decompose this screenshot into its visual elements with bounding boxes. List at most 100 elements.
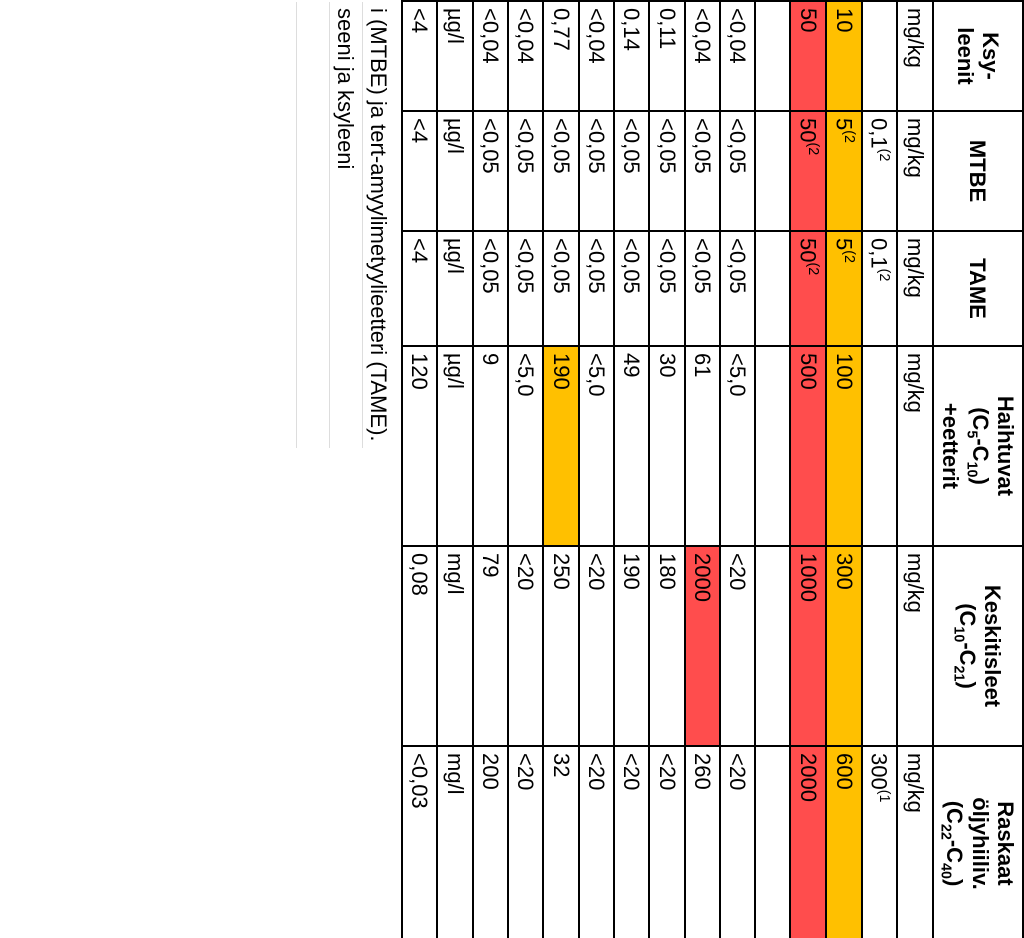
cell-keski bbox=[755, 546, 790, 746]
soil-row-2: 0,11<0,05<0,0530180<20 bbox=[649, 1, 684, 938]
cell-ksy: mg/kg bbox=[897, 1, 932, 111]
column-header-rask: Raskaatöljyhiiliv.(C22-C40) bbox=[933, 746, 1023, 938]
cell-ksy: 0,14 bbox=[614, 1, 649, 111]
threshold-row-alempi: 105(25(2100300600 bbox=[826, 1, 862, 938]
cell-rask: 2000 bbox=[790, 746, 826, 938]
cell-mtbe: <0,05 bbox=[579, 111, 614, 231]
cell-ksy: <0,04 bbox=[473, 1, 508, 111]
cell-haih: 61 bbox=[685, 346, 720, 546]
column-header-tame: TAME bbox=[933, 231, 1023, 346]
cell-haih: 9 bbox=[473, 346, 508, 546]
cell-keski: <20 bbox=[720, 546, 755, 746]
cell-rask: mg/kg bbox=[897, 746, 932, 938]
cell-tame: <0,05 bbox=[685, 231, 720, 346]
cell-tame bbox=[755, 231, 790, 346]
cell-tame: <0,05 bbox=[473, 231, 508, 346]
cell-tame: <0,05 bbox=[508, 231, 543, 346]
cell-haih: µg/l bbox=[437, 346, 472, 546]
cell-keski: <20 bbox=[508, 546, 543, 746]
cell-ksy: <4 bbox=[402, 1, 437, 111]
cell-tame: <0,05 bbox=[614, 231, 649, 346]
soil-row-5: 0,77<0,05<0,0519025032 bbox=[543, 1, 578, 938]
cell-rask: 200 bbox=[473, 746, 508, 938]
footnote-2: seeni ja ksyleeni bbox=[329, 2, 360, 448]
cell-mtbe: <0,05 bbox=[614, 111, 649, 231]
cell-haih bbox=[755, 346, 790, 546]
cell-haih: 500 bbox=[790, 346, 826, 546]
cell-ksy: 10 bbox=[826, 1, 862, 111]
cell-keski: mg/l bbox=[437, 546, 472, 746]
column-header-mtbe: MTBE bbox=[933, 111, 1023, 231]
cell-keski: 2000 bbox=[685, 546, 720, 746]
soil-row-0: <0,04<0,05<0,05<5,0<20<20 bbox=[720, 1, 755, 938]
soil-row-7: <0,04<0,05<0,05979200 bbox=[473, 1, 508, 938]
data-table: Ksy-leenitMTBETAMEHaihtuvat(C5-C10)+eett… bbox=[401, 0, 1024, 938]
cell-tame: <4 bbox=[402, 231, 437, 346]
cell-ksy: <0,04 bbox=[720, 1, 755, 111]
cell-tame: <0,05 bbox=[649, 231, 684, 346]
cell-ksy: <0,04 bbox=[579, 1, 614, 111]
cell-rask bbox=[755, 746, 790, 938]
cell-haih: <5,0 bbox=[508, 346, 543, 546]
cell-tame: 0,1(2 bbox=[862, 231, 898, 346]
cell-rask: mg/l bbox=[437, 746, 472, 938]
cell-rask: 32 bbox=[543, 746, 578, 938]
cell-haih: 190 bbox=[543, 346, 578, 546]
cell-keski: 79 bbox=[473, 546, 508, 746]
cell-mtbe: <0,05 bbox=[720, 111, 755, 231]
cell-haih: 120 bbox=[402, 346, 437, 546]
cell-ksy bbox=[755, 1, 790, 111]
cell-rask: <20 bbox=[614, 746, 649, 938]
cell-mtbe: <0,05 bbox=[473, 111, 508, 231]
cell-rask: 300(1 bbox=[862, 746, 898, 938]
cell-rask: <0,03 bbox=[402, 746, 437, 938]
threshold-row-kynnys: 0,1(20,1(2 300(1 bbox=[862, 1, 898, 938]
cell-rask: 600 bbox=[826, 746, 862, 938]
cell-ksy bbox=[862, 1, 898, 111]
cell-mtbe: <0,05 bbox=[649, 111, 684, 231]
cell-ksy: <0,04 bbox=[508, 1, 543, 111]
cell-rask: <20 bbox=[649, 746, 684, 938]
cell-haih: mg/kg bbox=[897, 346, 932, 546]
threshold-row-ylempi: 5050(250(250010002000 bbox=[790, 1, 826, 938]
cell-rask: 260 bbox=[685, 746, 720, 938]
soil-row-6: <0,04<0,05<0,05<5,0<20<20 bbox=[508, 1, 543, 938]
cell-mtbe: 0,1(2 bbox=[862, 111, 898, 231]
unit-row-water: µg/lµg/lµg/lµg/lmg/lmg/l bbox=[437, 1, 472, 938]
cell-mtbe: <0,05 bbox=[543, 111, 578, 231]
cell-tame: 50(2 bbox=[790, 231, 826, 346]
cell-keski: 1000 bbox=[790, 546, 826, 746]
cell-keski: mg/kg bbox=[897, 546, 932, 746]
cell-mtbe: 5(2 bbox=[826, 111, 862, 231]
cell-mtbe: <0,05 bbox=[685, 111, 720, 231]
cell-ksy: µg/l bbox=[437, 1, 472, 111]
cell-keski: 300 bbox=[826, 546, 862, 746]
cell-keski: 0,08 bbox=[402, 546, 437, 746]
cell-keski: <20 bbox=[579, 546, 614, 746]
cell-keski: 190 bbox=[614, 546, 649, 746]
footnotes: i (MTBE) ja tert-amyylimetyylieetteri (T… bbox=[294, 0, 395, 450]
cell-mtbe: 50(2 bbox=[790, 111, 826, 231]
cell-rask: <20 bbox=[720, 746, 755, 938]
cell-ksy: <0,04 bbox=[685, 1, 720, 111]
cell-tame: <0,05 bbox=[720, 231, 755, 346]
cell-mtbe: <4 bbox=[402, 111, 437, 231]
cell-tame: <0,05 bbox=[543, 231, 578, 346]
cell-keski: 180 bbox=[649, 546, 684, 746]
column-header-haih: Haihtuvat(C5-C10)+eetterit bbox=[933, 346, 1023, 546]
cell-ksy: 50 bbox=[790, 1, 826, 111]
cell-rask: <20 bbox=[579, 746, 614, 938]
cell-haih: <5,0 bbox=[720, 346, 755, 546]
soil-row-3: 0,14<0,05<0,0549190<20 bbox=[614, 1, 649, 938]
cell-mtbe bbox=[755, 111, 790, 231]
cell-haih: <5,0 bbox=[579, 346, 614, 546]
cell-rask: <20 bbox=[508, 746, 543, 938]
cell-tame: 5(2 bbox=[826, 231, 862, 346]
cell-tame: <0,05 bbox=[579, 231, 614, 346]
cell-ksy: 0,77 bbox=[543, 1, 578, 111]
column-header-ksy: Ksy-leenit bbox=[933, 1, 1023, 111]
spacer-row bbox=[755, 1, 790, 938]
column-header-keski: Keskitisleet(C10-C21) bbox=[933, 546, 1023, 746]
cell-mtbe: µg/l bbox=[437, 111, 472, 231]
soil-row-4: <0,04<0,05<0,05<5,0<20<20 bbox=[579, 1, 614, 938]
